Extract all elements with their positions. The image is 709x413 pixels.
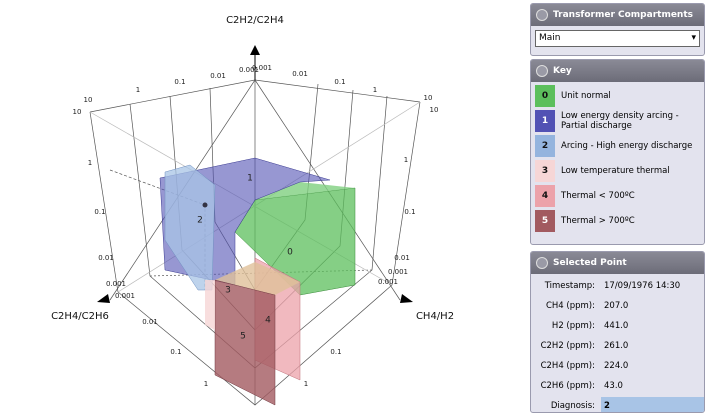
key-code: 5: [535, 210, 555, 232]
axis-label: C2H2/C2H4: [226, 15, 284, 26]
field-row: C2H6 (ppm): 43.0: [531, 376, 704, 396]
key-label: Low temperature thermal: [561, 166, 670, 176]
tick-label: 0.001: [115, 292, 135, 300]
key-item: 3 Low temperature thermal: [535, 160, 700, 182]
zone-label: 1: [247, 174, 253, 184]
field-value: 43.0: [604, 381, 623, 391]
zone-label: 3: [225, 286, 231, 296]
zone-label: 4: [265, 316, 271, 326]
tick-label: 10: [84, 96, 93, 104]
key-label: Low energy density arcing - Partial disc…: [561, 111, 679, 131]
tick-label: 10: [430, 106, 439, 114]
field-row: Timestamp: 17/09/1976 14:30: [531, 276, 704, 296]
tick-label: 1: [404, 156, 408, 164]
field-label: CH4 (ppm):: [545, 301, 595, 311]
key-label: Thermal > 700ºC: [561, 216, 635, 226]
axis-label: CH4/H2: [416, 311, 454, 322]
tick-label: 0.1: [334, 78, 345, 86]
field-label: C2H6 (ppm):: [540, 381, 595, 391]
key-label: Unit normal: [561, 91, 611, 101]
panel-header[interactable]: Transformer Compartments: [531, 4, 704, 26]
tick-label: 1: [136, 86, 140, 94]
key-item: 2 Arcing - High energy discharge: [535, 135, 700, 157]
key-code: 4: [535, 185, 555, 207]
field-label: H2 (ppm):: [551, 321, 595, 331]
tick-label: 0.001: [378, 278, 398, 286]
key-panel: Key 0 Unit normal 1 Low energy density arci…: [530, 59, 705, 245]
tick-label: 1: [304, 380, 308, 388]
field-row: C2H4 (ppm): 224.0: [531, 356, 704, 376]
panel-header[interactable]: Selected Point: [531, 252, 704, 274]
tick-label: 10: [73, 108, 82, 116]
field-row: CH4 (ppm): 207.0: [531, 296, 704, 316]
field-label: C2H4 (ppm):: [540, 361, 595, 371]
field-value: 261.0: [604, 341, 629, 351]
panel-header[interactable]: Key: [531, 60, 704, 82]
key-item: 4 Thermal < 700ºC: [535, 185, 700, 207]
tick-label: 0.01: [210, 72, 226, 80]
axis-arrow: [400, 294, 413, 303]
tick-label: 0.01: [98, 254, 114, 262]
key-item: 5 Thermal > 700ºC: [535, 210, 700, 232]
tick-label: 0.1: [174, 78, 185, 86]
tick-label: 0.1: [94, 208, 105, 216]
zone-label: 2: [197, 216, 203, 226]
key-item: 1 Low energy density arcing - Partial dis…: [535, 110, 700, 132]
field-label: C2H2 (ppm):: [540, 341, 595, 351]
compartments-panel: Transformer Compartments Main: [530, 3, 705, 56]
tick-label: 0.1: [330, 348, 341, 356]
tick-label: 0.01: [142, 318, 158, 326]
tick-label: 0.001: [239, 66, 259, 74]
field-value: 207.0: [604, 301, 629, 311]
tick-label: 0.01: [292, 70, 308, 78]
zones: [159, 157, 356, 406]
key-label: Arcing - High energy discharge: [561, 141, 693, 151]
tick-label: 0.001: [106, 280, 126, 288]
key-code: 1: [535, 110, 555, 132]
field-row: H2 (ppm): 441.0: [531, 316, 704, 336]
field-value: 224.0: [604, 361, 629, 371]
tick-label: 1: [204, 380, 208, 388]
field-value: 17/09/1976 14:30: [604, 281, 681, 291]
axis-arrow: [250, 45, 260, 55]
axis-labels: C2H2/C2H4 C2H4/C2H6 CH4/H2: [51, 15, 454, 322]
field-label: Diagnosis:: [550, 401, 595, 411]
field-label: Timestamp:: [544, 281, 595, 291]
key-label: Thermal < 700ºC: [561, 191, 635, 201]
field-row: C2H2 (ppm): 261.0: [531, 336, 704, 356]
compartment-select[interactable]: Main: [535, 30, 700, 47]
axis-label: C2H4/C2H6: [51, 311, 109, 322]
selected-point-panel: Selected Point Timestamp: 17/09/1976 14:3…: [530, 251, 705, 413]
tick-label: 1: [373, 86, 377, 94]
key-item: 0 Unit normal: [535, 85, 700, 107]
tick-label: 0.1: [404, 208, 415, 216]
tick-label: 0.001: [388, 268, 408, 276]
field-value: 441.0: [604, 321, 629, 331]
tick-label: 0.1: [170, 348, 181, 356]
field-row: Diagnosis: 2: [531, 396, 704, 412]
zone-label: 5: [240, 332, 246, 342]
tick-label: 1: [88, 159, 92, 167]
key-code: 3: [535, 160, 555, 182]
tick-label: 0.001: [252, 64, 272, 72]
axis-arrow: [97, 294, 110, 303]
key-code: 2: [535, 135, 555, 157]
tick-label: 10: [424, 94, 433, 102]
field-value: 2: [601, 397, 704, 412]
key-code: 0: [535, 85, 555, 107]
tick-label: 0.01: [394, 254, 410, 262]
zone-label: 0: [287, 248, 293, 258]
